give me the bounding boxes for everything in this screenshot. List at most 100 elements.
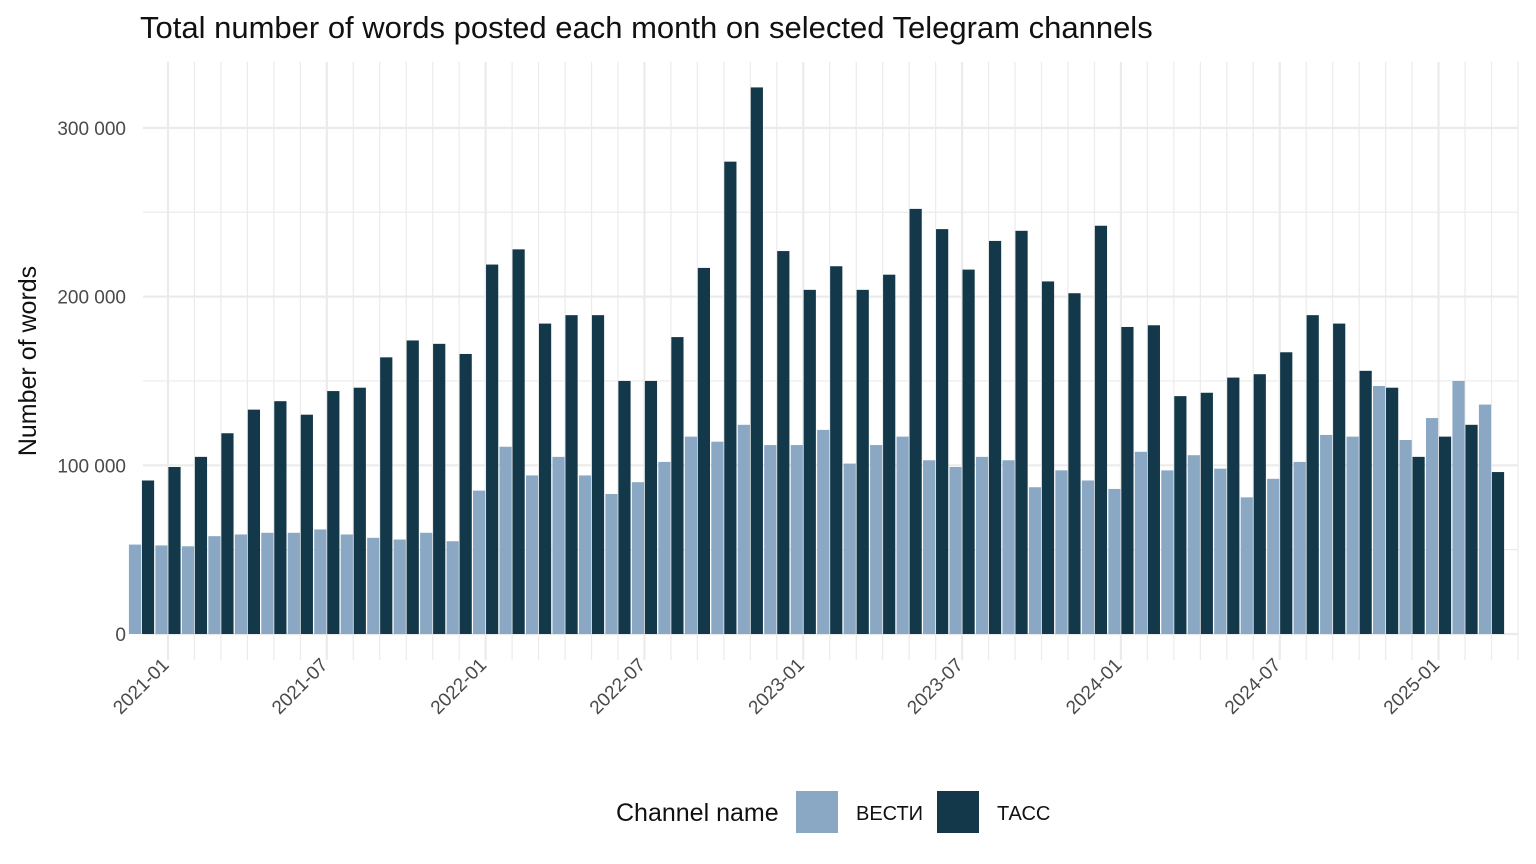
bar-tass-2022-10 bbox=[724, 161, 737, 634]
bar-tass-2024-10 bbox=[1359, 370, 1372, 634]
bar-tass-2022-04 bbox=[565, 315, 578, 634]
bar-vesti-2022-02 bbox=[499, 446, 512, 634]
bar-vesti-2024-01 bbox=[1108, 488, 1121, 634]
x-tick-label: 2023-01 bbox=[745, 655, 809, 719]
bar-tass-2024-06 bbox=[1253, 374, 1266, 634]
bar-tass-2023-01 bbox=[803, 289, 816, 634]
bar-vesti-2025-03 bbox=[1478, 404, 1492, 634]
bar-vesti-2021-04 bbox=[234, 534, 248, 634]
x-axis-ticks: 2021-01 2021-07 2022-01 2022-07 2023-01 2023-… bbox=[109, 655, 1444, 719]
bar-tass-2023-12 bbox=[1094, 225, 1108, 634]
bar-vesti-2023-11 bbox=[1055, 470, 1068, 634]
bar-tass-2023-05 bbox=[909, 208, 922, 634]
bar-vesti-2021-11 bbox=[420, 532, 433, 634]
bar-tass-2022-05 bbox=[591, 315, 605, 634]
bar-vesti-2023-06 bbox=[923, 460, 936, 634]
bar-tass-2022-09 bbox=[697, 267, 710, 634]
bar-tass-2024-12 bbox=[1412, 456, 1425, 634]
bar-vesti-2024-04 bbox=[1187, 455, 1200, 634]
bar-vesti-2024-10 bbox=[1346, 436, 1359, 634]
bar-vesti-2023-01 bbox=[790, 445, 803, 634]
bar-vesti-2021-05 bbox=[261, 532, 274, 634]
bar-vesti-2022-08 bbox=[658, 461, 671, 634]
bar-vesti-2024-03 bbox=[1161, 470, 1174, 634]
bar-tass-2024-01 bbox=[1121, 326, 1134, 634]
bar-tass-2022-07 bbox=[644, 380, 658, 634]
bar-vesti-2021-08 bbox=[340, 534, 353, 634]
bar-tass-2021-02 bbox=[194, 456, 208, 634]
bar-vesti-2021-07 bbox=[314, 529, 327, 634]
bar-tass-2021-11 bbox=[433, 343, 446, 634]
bar-vesti-2023-02 bbox=[817, 429, 830, 634]
x-tick-label: 2024-01 bbox=[1062, 655, 1126, 719]
x-tick-label: 2023-07 bbox=[903, 655, 967, 719]
bar-vesti-2021-06 bbox=[287, 532, 300, 634]
bar-tass-2020-12 bbox=[141, 480, 155, 634]
bar-tass-2023-02 bbox=[830, 266, 843, 634]
bar-vesti-2022-10 bbox=[711, 441, 724, 634]
bar-tass-2024-02 bbox=[1147, 325, 1160, 634]
bar-tass-2023-07 bbox=[962, 269, 975, 634]
bar-vesti-2023-10 bbox=[1028, 487, 1042, 634]
bar-vesti-2021-02 bbox=[181, 546, 195, 634]
bar-vesti-2022-04 bbox=[552, 456, 565, 634]
x-tick-label: 2021-01 bbox=[109, 655, 173, 719]
bar-tass-2024-04 bbox=[1200, 392, 1213, 634]
y-tick-label: 100 000 bbox=[57, 456, 126, 477]
bar-vesti-2020-12 bbox=[128, 544, 142, 634]
bar-tass-2022-12 bbox=[777, 251, 790, 635]
bar-tass-2021-04 bbox=[247, 409, 261, 634]
y-axis-ticks: 0 100 000 200 000 300 000 bbox=[57, 119, 126, 646]
bar-vesti-2022-07 bbox=[631, 482, 645, 634]
bar-vesti-2024-07 bbox=[1267, 478, 1280, 634]
bar-vesti-2024-12 bbox=[1399, 440, 1412, 634]
bar-tass-2025-03 bbox=[1491, 472, 1505, 634]
bar-vesti-2024-11 bbox=[1373, 386, 1386, 634]
bar-tass-2024-11 bbox=[1386, 387, 1399, 634]
y-axis-title: Number of words bbox=[14, 266, 42, 456]
bar-vesti-2023-07 bbox=[949, 466, 962, 634]
bar-vesti-2022-03 bbox=[525, 475, 539, 634]
bar-vesti-2023-09 bbox=[1002, 460, 1015, 634]
bar-tass-2024-09 bbox=[1333, 323, 1346, 634]
legend-title: Channel name bbox=[616, 799, 779, 827]
bar-tass-2021-08 bbox=[353, 387, 366, 634]
bar-tass-2021-07 bbox=[327, 391, 340, 634]
bar-vesti-2021-01 bbox=[155, 545, 168, 634]
bar-tass-2024-05 bbox=[1227, 377, 1240, 634]
y-tick-label: 300 000 bbox=[57, 119, 126, 140]
bar-vesti-2024-05 bbox=[1214, 468, 1227, 634]
bar-vesti-2022-09 bbox=[684, 436, 697, 634]
bar-vesti-2024-02 bbox=[1134, 451, 1147, 634]
bar-vesti-2022-11 bbox=[737, 424, 750, 634]
bar-tass-2021-01 bbox=[168, 466, 181, 634]
legend: Channel name ВЕСТИ ТАСС bbox=[616, 791, 1050, 833]
bar-tass-2023-06 bbox=[936, 229, 949, 634]
bar-vesti-2023-03 bbox=[843, 463, 856, 634]
bar-vesti-2022-06 bbox=[605, 493, 618, 634]
bar-tass-2022-03 bbox=[538, 323, 552, 634]
bar-tass-2021-05 bbox=[274, 401, 287, 634]
bar-vesti-2021-12 bbox=[446, 541, 459, 634]
bar-tass-2023-11 bbox=[1068, 293, 1081, 634]
bar-tass-2022-02 bbox=[512, 249, 525, 635]
bar-tass-2024-03 bbox=[1174, 396, 1187, 634]
legend-label-tass: ТАСС bbox=[997, 803, 1050, 825]
bar-tass-2022-06 bbox=[618, 380, 631, 634]
x-tick-label: 2021-07 bbox=[268, 655, 332, 719]
bar-vesti-2024-09 bbox=[1320, 434, 1333, 634]
grid-lines bbox=[143, 62, 1519, 660]
bars bbox=[128, 87, 1505, 635]
bar-tass-2025-01 bbox=[1438, 436, 1452, 634]
x-tick-label: 2025-01 bbox=[1380, 655, 1444, 719]
bar-vesti-2023-12 bbox=[1081, 480, 1095, 634]
x-tick-label: 2022-01 bbox=[427, 655, 491, 719]
bar-tass-2023-08 bbox=[988, 240, 1002, 634]
bar-tass-2023-10 bbox=[1041, 281, 1055, 634]
chart-title: Total number of words posted each month … bbox=[140, 10, 1153, 45]
bar-vesti-2024-08 bbox=[1293, 461, 1306, 634]
bar-tass-2023-04 bbox=[883, 274, 896, 634]
x-tick-label: 2024-07 bbox=[1221, 655, 1285, 719]
bar-tass-2025-02 bbox=[1465, 424, 1478, 634]
